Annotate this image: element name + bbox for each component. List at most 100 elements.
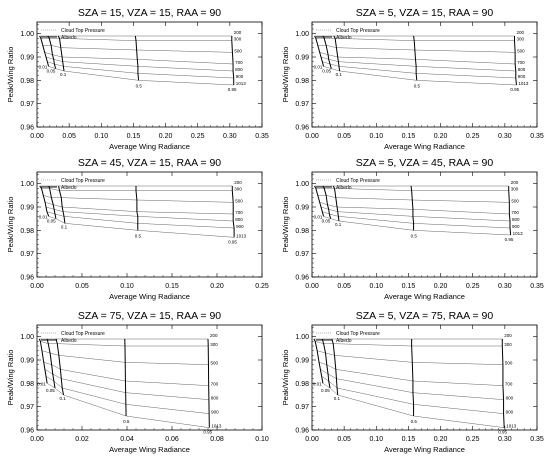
plot-frame: [36, 171, 263, 278]
plot-frame: [311, 21, 538, 128]
y-tick-label: 0.97: [20, 101, 34, 108]
x-tick-label: 0.15: [402, 436, 416, 443]
y-tick-label: 1.00: [295, 31, 309, 38]
x-tick-label: 0.05: [337, 283, 351, 290]
pressure-label: 200: [504, 333, 512, 338]
albedo-line-0.1: [333, 35, 341, 72]
pressure-label: 700: [511, 210, 519, 215]
y-tick-label: 0.97: [295, 404, 309, 411]
pressure-label: 1013: [518, 81, 529, 86]
plot-frame: [311, 324, 538, 431]
chart-title: SZA = 5, VZA = 15, RAA = 90: [356, 7, 494, 19]
pressure-line-500: [317, 45, 516, 53]
pressure-line-1013: [323, 66, 517, 86]
pressure-label: 900: [211, 410, 219, 415]
x-axis-label: Average Wing Radiance: [384, 142, 465, 151]
y-tick-label: 0.99: [20, 358, 34, 365]
legend-entry: Albedo: [61, 185, 77, 191]
pressure-label: 300: [234, 187, 242, 192]
albedo-line-0.95: [207, 338, 210, 428]
y-tick-label: 0.98: [295, 78, 309, 85]
x-tick-label: 0.15: [165, 283, 179, 290]
albedo-label: 0.05: [47, 69, 56, 74]
y-tick-label: 1.00: [20, 181, 34, 188]
y-axis-label: Peak/Wing Ratio: [281, 350, 290, 406]
albedo-line-0.1: [332, 185, 340, 222]
x-tick-label: 0.25: [191, 133, 205, 140]
chart-title: SZA = 5, VZA = 45, RAA = 90: [356, 157, 494, 169]
pressure-line-800: [320, 206, 511, 222]
chart-panel-1: SZA = 15, VZA = 15, RAA = 900.00 0.05 0.10…: [6, 7, 269, 151]
x-axis-label: Average Wing Radiance: [109, 142, 190, 151]
x-tick-label: 0.02: [75, 436, 89, 443]
albedo-label: 0.01: [314, 64, 323, 69]
y-tick-label: 0.98: [295, 381, 309, 388]
legend-entry: Cloud Top Pressure: [336, 28, 380, 34]
albedo-line-0.1: [331, 338, 339, 396]
pressure-label: 1013: [211, 424, 222, 429]
albedo-label: 0.95: [510, 87, 519, 92]
legend-entry: Albedo: [61, 35, 77, 41]
albedo-label: 0.5: [411, 419, 418, 424]
albedo-label: 0.1: [60, 72, 67, 77]
x-tick-label: 0.30: [223, 133, 237, 140]
pressure-label: 500: [235, 198, 243, 203]
y-tick-label: 0.99: [295, 358, 309, 365]
x-axis-label: Average Wing Radiance: [109, 292, 190, 301]
y-tick-label: 0.98: [20, 381, 34, 388]
albedo-line-0.1: [57, 35, 65, 72]
x-tick-label: 0.00: [30, 133, 44, 140]
pressure-line-800: [45, 56, 234, 72]
x-tick-label: 0.35: [530, 133, 544, 140]
chart-title: SZA = 75, VZA = 15, RAA = 90: [78, 310, 221, 322]
albedo-label: 0.05: [321, 388, 330, 393]
y-axis-label: Peak/Wing Ratio: [6, 47, 15, 103]
albedo-line-0.01: [313, 338, 324, 384]
legend-entry: Cloud Top Pressure: [336, 331, 380, 337]
pressure-label: 300: [504, 342, 512, 347]
albedo-line-0.05: [322, 35, 332, 69]
x-tick-label: 0.20: [434, 283, 448, 290]
pressure-label: 700: [505, 382, 513, 387]
y-axis-label: Peak/Wing Ratio: [6, 197, 15, 253]
y-tick-label: 0.96: [20, 428, 34, 435]
pressure-line-1013: [323, 216, 511, 236]
pressure-label: 300: [511, 187, 519, 192]
legend-entry: Cloud Top Pressure: [61, 28, 105, 34]
pressure-label: 300: [234, 37, 242, 42]
albedo-line-0.5: [411, 339, 415, 416]
x-tick-label: 0.15: [127, 133, 141, 140]
x-tick-label: 0.25: [255, 283, 269, 290]
pressure-label: 1013: [236, 81, 247, 86]
albedo-label: 0.95: [505, 237, 514, 242]
y-tick-label: 0.96: [20, 125, 34, 132]
x-tick-label: 0.20: [159, 133, 173, 140]
x-axis-label: Average Wing Radiance: [109, 445, 190, 454]
y-tick-label: 0.98: [20, 78, 34, 85]
y-tick-label: 1.00: [295, 334, 309, 341]
y-tick-label: 0.99: [295, 55, 309, 62]
x-tick-label: 0.10: [120, 283, 134, 290]
albedo-label: 0.01: [39, 214, 48, 219]
albedo-label: 0.05: [47, 219, 56, 224]
albedo-line-0.01: [314, 35, 325, 67]
pressure-line-500: [317, 195, 510, 203]
pressure-label: 800: [512, 217, 520, 222]
x-tick-label: 0.30: [498, 133, 512, 140]
y-tick-label: 0.98: [20, 228, 34, 235]
pressure-label: 300: [517, 37, 525, 42]
pressure-label: 800: [235, 217, 243, 222]
chart-panel-5: SZA = 75, VZA = 15, RAA = 90 0.00 0.02 0.04…: [6, 310, 269, 454]
x-tick-label: 0.35: [530, 436, 544, 443]
albedo-label: 0.1: [336, 72, 343, 77]
albedo-line-0.01: [39, 35, 50, 67]
pressure-line-800: [45, 206, 234, 222]
y-axis-label: Peak/Wing Ratio: [281, 47, 290, 103]
x-tick-label: 0.20: [210, 283, 224, 290]
pressure-line-700: [43, 362, 209, 386]
albedo-line-0.5: [135, 186, 139, 231]
pressure-label: 900: [236, 224, 244, 229]
albedo-label: 0.95: [228, 239, 237, 244]
y-tick-label: 1.00: [20, 334, 34, 341]
